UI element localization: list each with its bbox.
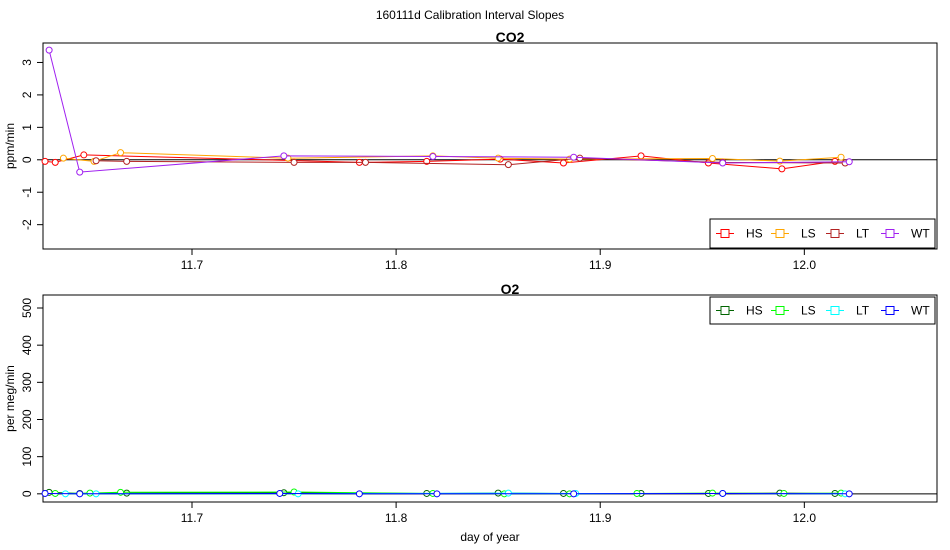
y-tick-label: -1	[20, 187, 34, 198]
data-point-wt	[45, 46, 53, 54]
legend-square-marker	[775, 306, 785, 315]
legend-box	[709, 218, 936, 249]
y-tick-label: 0	[20, 490, 34, 497]
data-point-lt	[290, 158, 298, 166]
legend-square-marker	[720, 229, 730, 238]
data-point-lt	[92, 157, 100, 165]
chart-panel-o2: O2 11.7 11.8 11.9 12.0 0 100 200 300 400 500 per me…	[3, 281, 938, 544]
figure-title: 160111d Calibration Interval Slopes	[376, 8, 564, 22]
legend-square-marker	[885, 229, 895, 238]
data-point-wt	[76, 490, 84, 498]
x-axis-label: day of year	[460, 530, 519, 544]
data-point-lt	[576, 154, 584, 162]
legend-label-lt: LT	[856, 304, 870, 318]
data-point-wt	[429, 153, 437, 161]
y-tick-label: 3	[20, 59, 34, 66]
data-point-hs	[559, 159, 567, 167]
legend-label-ls: LS	[801, 304, 816, 318]
data-point-lt	[123, 157, 131, 165]
data-point-wt	[570, 153, 578, 161]
data-point-ls	[117, 149, 125, 157]
y-tick-label: 1	[20, 124, 34, 131]
legend-label-hs: HS	[746, 304, 763, 318]
y-tick-label: 500	[20, 298, 34, 318]
x-tick-label: 12.0	[793, 511, 817, 525]
y-tick-label: -2	[20, 219, 34, 230]
data-point-hs	[41, 157, 49, 165]
legend-box	[709, 296, 936, 325]
y-axis-label: ppm/min	[3, 123, 17, 169]
legend-square-marker	[720, 306, 730, 315]
x-tick-label: 11.7	[181, 258, 204, 272]
legend-square-marker	[830, 229, 840, 238]
x-tick-label: 11.9	[589, 511, 612, 525]
data-point-hs	[51, 158, 59, 166]
legend-label-wt: WT	[911, 227, 930, 241]
data-point-ls	[708, 154, 716, 162]
y-tick-label: 400	[20, 335, 34, 355]
y-tick-label: 0	[20, 156, 34, 163]
data-point-wt	[276, 489, 284, 497]
data-point-wt	[355, 490, 363, 498]
y-tick-label: 200	[20, 409, 34, 429]
data-point-wt	[76, 168, 84, 176]
data-point-lt	[361, 158, 369, 166]
y-tick-label: 2	[20, 91, 34, 98]
chart-title: CO2	[496, 29, 525, 45]
chart-title: O2	[501, 281, 520, 297]
chart-panel-co2: CO2 11.7 11.8 11.9 12.0 -2 -1 0 1 2 3 ppm/min HS LS LT…	[3, 29, 938, 272]
legend-square-marker	[830, 306, 840, 315]
x-tick-label: 11.8	[385, 511, 408, 525]
data-point-wt	[570, 490, 578, 498]
data-point-ls	[59, 154, 67, 162]
y-axis-label: per meg/min	[3, 365, 17, 432]
data-point-ls	[117, 488, 125, 496]
legend-label-lt: LT	[856, 227, 870, 241]
plot-frame	[42, 42, 938, 250]
legend-square-marker	[885, 306, 895, 315]
data-point-wt	[280, 152, 288, 160]
data-point-wt	[719, 489, 727, 497]
legend-label-wt: WT	[911, 304, 930, 318]
data-point-hs	[637, 152, 645, 160]
data-point-lt	[504, 489, 512, 497]
data-point-ls	[837, 153, 845, 161]
x-tick-label: 11.7	[181, 511, 204, 525]
data-point-wt	[719, 159, 727, 167]
x-tick-label: 11.9	[589, 258, 612, 272]
legend-label-ls: LS	[801, 227, 816, 241]
data-point-hs	[123, 489, 131, 497]
y-tick-label: 300	[20, 372, 34, 392]
data-point-hs	[778, 165, 786, 173]
data-point-wt	[433, 490, 441, 498]
plot-frame	[42, 294, 938, 503]
data-point-wt	[845, 158, 853, 166]
y-tick-label: 100	[20, 446, 34, 466]
x-tick-label: 11.8	[385, 258, 408, 272]
data-point-ls	[494, 154, 502, 162]
legend-label-hs: HS	[746, 227, 763, 241]
data-point-wt	[41, 489, 49, 497]
data-point-wt	[845, 490, 853, 498]
legend-square-marker	[775, 229, 785, 238]
data-point-lt	[504, 161, 512, 169]
data-point-hs	[80, 151, 88, 159]
data-point-ls	[86, 489, 94, 497]
x-tick-label: 12.0	[793, 258, 817, 272]
